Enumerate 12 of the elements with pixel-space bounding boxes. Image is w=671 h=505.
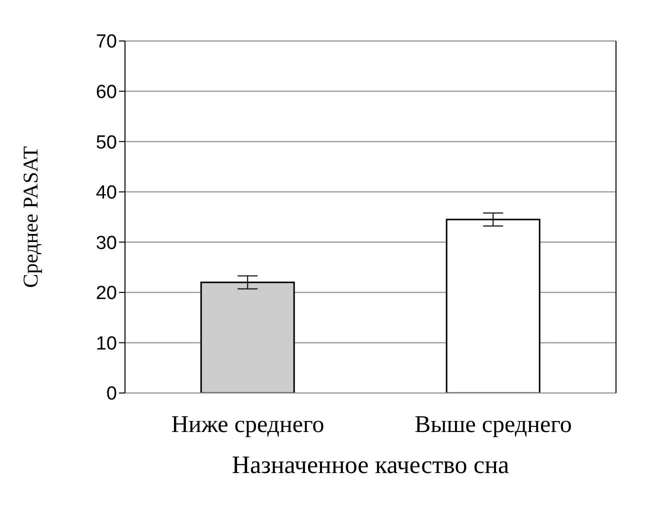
y-tick-label: 50 — [96, 132, 117, 154]
y-tick-label: 0 — [106, 384, 117, 405]
y-tick-label: 70 — [96, 32, 117, 53]
x-tick-label: Выше среднего — [414, 412, 572, 438]
x-axis-title: Назначенное качество сна — [232, 452, 510, 479]
y-axis-title: Среднее PASAT — [18, 146, 42, 288]
y-tick-label: 20 — [96, 283, 117, 304]
y-tick-label: 60 — [96, 82, 117, 104]
y-tick-label: 30 — [96, 232, 117, 254]
y-tick-label: 40 — [96, 182, 117, 204]
y-tick-label: 10 — [96, 333, 117, 354]
x-tick-label: Ниже среднего — [171, 412, 324, 438]
